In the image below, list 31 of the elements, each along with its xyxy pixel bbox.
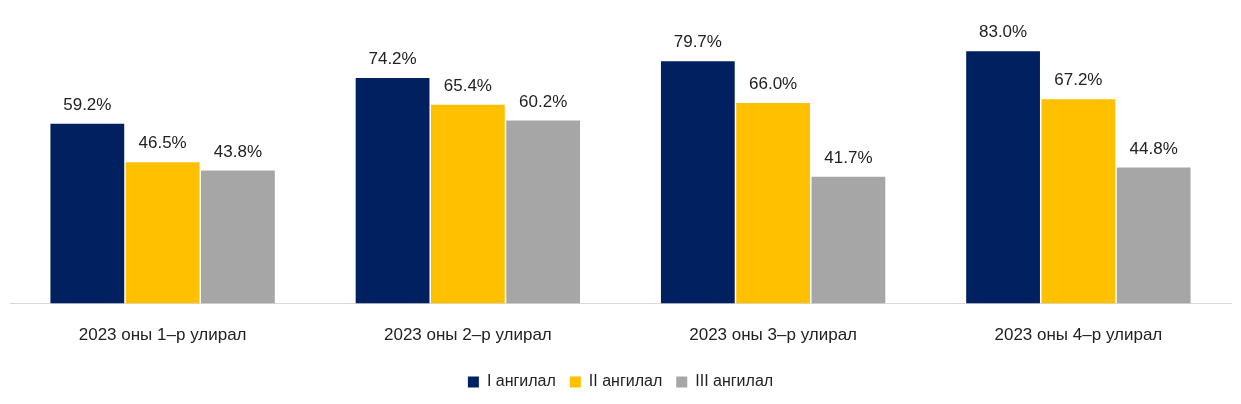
bar [736,102,811,304]
bar [430,104,505,304]
data-label: 74.2% [368,49,417,69]
data-label: 65.4% [443,75,492,95]
legend-label: III ангилал [695,372,774,390]
data-label: 79.7% [673,32,722,52]
bar [201,170,275,304]
bar [50,123,125,304]
bar [811,176,886,304]
x-tick-label: 2023 оны 2–р улирал [383,325,552,345]
data-label: 67.2% [1054,70,1103,90]
bar [1116,167,1191,304]
bar [966,51,1040,304]
data-label: 60.2% [519,91,568,111]
data-label: 59.2% [63,94,112,114]
bar [1041,99,1116,304]
x-tick-label: 2023 оны 4–р улирал [994,325,1163,345]
bar [506,120,581,304]
data-label: 44.8% [1129,138,1178,158]
legend-label: I ангилал [486,372,556,390]
data-label: 43.8% [213,141,263,161]
data-label: 83.0% [978,22,1028,42]
data-label: 41.7% [824,148,873,168]
data-label: 46.5% [138,133,187,153]
bar [125,162,200,304]
x-tick-label: 2023 оны 3–р улирал [689,325,858,345]
legend-label: II ангилал [588,372,663,390]
bar [660,61,735,304]
bar [355,78,430,304]
data-label: 66.0% [749,74,798,94]
x-tick-label: 2023 оны 1–р улирал [78,325,247,345]
